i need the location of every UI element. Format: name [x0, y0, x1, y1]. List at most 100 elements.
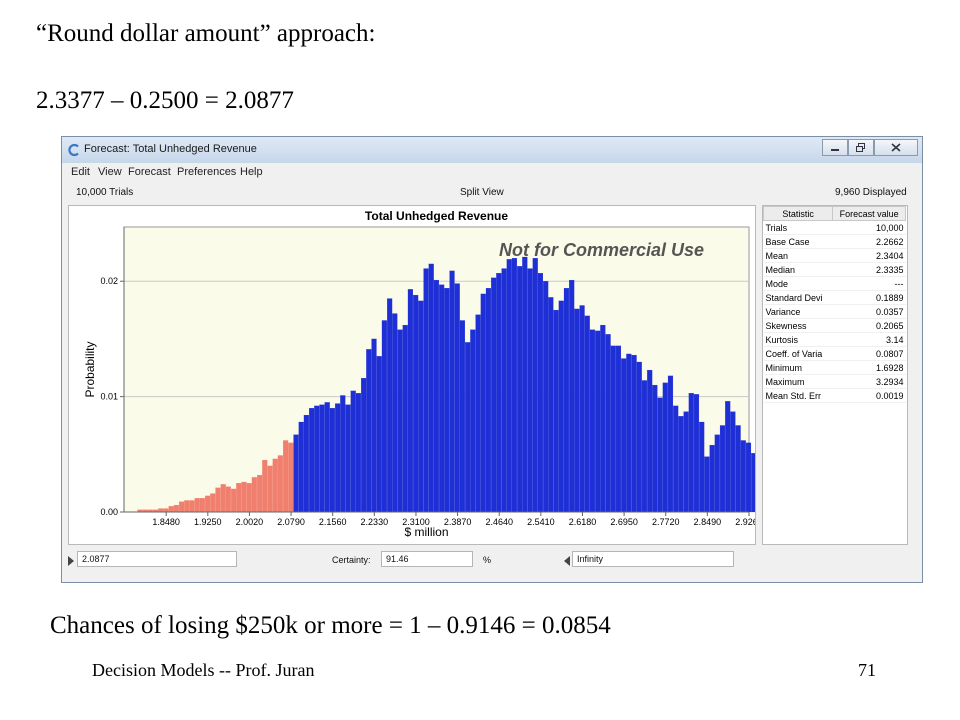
histogram-bar	[402, 324, 408, 513]
histogram-bar	[470, 329, 476, 513]
histogram-bar	[475, 314, 481, 513]
statistic-row: Median 2.3335	[763, 262, 906, 277]
histogram-bar	[439, 284, 445, 513]
statistic-row: Coeff. of Varia 0.0807	[763, 346, 906, 361]
minimize-button[interactable]	[822, 139, 848, 156]
menu-preferences[interactable]: Preferences	[177, 166, 237, 178]
histogram-bar	[579, 305, 585, 513]
menu-edit[interactable]: Edit	[71, 166, 90, 178]
certainty-input[interactable]: 91.46	[381, 551, 473, 567]
statistic-row: Minimum 1.6928	[763, 360, 906, 375]
histogram-bar	[324, 402, 330, 513]
histogram-bar	[719, 425, 726, 513]
histogram-bar	[433, 279, 439, 513]
histogram-bar	[355, 393, 361, 513]
histogram-bar	[662, 382, 668, 513]
histogram-bar	[262, 459, 268, 513]
y-axis-label: Probability	[83, 341, 97, 397]
upper-bound-input[interactable]: Infinity	[572, 551, 734, 567]
histogram-bar	[392, 313, 398, 513]
maximize-button[interactable]	[848, 139, 874, 156]
histogram-bar	[709, 444, 715, 513]
histogram-bar	[735, 425, 741, 513]
statistic-value: 10,000	[832, 220, 906, 235]
x-tick-label: 1.8480	[152, 517, 180, 527]
x-axis-label: $ million	[404, 525, 448, 539]
histogram-bar	[491, 277, 497, 513]
close-button[interactable]	[874, 139, 918, 156]
statistic-label: Standard Devi	[763, 290, 833, 305]
histogram-bar	[699, 421, 705, 513]
histogram-bar	[501, 268, 507, 513]
histogram-bar	[449, 270, 455, 513]
histogram-bar	[548, 297, 554, 513]
histogram-bar	[647, 369, 653, 513]
statistic-label: Coeff. of Varia	[763, 346, 833, 361]
x-tick-label: 2.0790	[277, 517, 305, 527]
statistic-label: Mode	[763, 276, 833, 291]
histogram-bar	[751, 453, 755, 513]
histogram-bar	[184, 500, 190, 513]
histogram-bar	[595, 330, 601, 513]
statistic-row: Kurtosis 3.14	[763, 332, 906, 347]
statistic-label: Skewness	[763, 318, 833, 333]
histogram-bar	[745, 442, 752, 513]
histogram-bar	[350, 390, 356, 513]
histogram-bar	[168, 506, 174, 513]
histogram-bar	[589, 329, 596, 513]
x-tick-label: 2.9260	[735, 517, 755, 527]
minimize-icon	[831, 148, 839, 151]
y-tick-label: 0.01	[100, 392, 118, 402]
histogram-bar	[173, 504, 179, 513]
histogram-bar	[194, 498, 200, 513]
x-tick-label: 2.4640	[485, 517, 513, 527]
x-tick-label: 2.6180	[569, 517, 597, 527]
histogram-bar	[600, 324, 606, 513]
left-grabber-icon[interactable]	[68, 556, 74, 566]
histogram-bar	[387, 298, 393, 513]
displayed-count: 9,960 Displayed	[835, 187, 907, 198]
column-header-statistic[interactable]: Statistic	[762, 206, 834, 221]
column-header-forecast-value[interactable]: Forecast value	[832, 206, 906, 221]
histogram-bar	[340, 395, 346, 513]
histogram-bar	[413, 294, 419, 513]
menu-help[interactable]: Help	[240, 166, 263, 178]
right-grabber-icon[interactable]	[564, 556, 570, 566]
y-tick-label: 0.02	[100, 276, 118, 286]
histogram-bar	[329, 408, 335, 513]
histogram-bar	[361, 378, 367, 513]
menu-forecast[interactable]: Forecast	[128, 166, 171, 178]
histogram-bar	[688, 393, 694, 513]
statistic-value: 2.3335	[832, 262, 906, 277]
histogram-bar	[257, 474, 263, 513]
histogram-bar	[225, 486, 231, 513]
histogram-bar	[543, 281, 549, 513]
histogram-bar	[210, 493, 216, 513]
certainty-controls: 2.0877 Certainty: 91.46 % Infinity	[62, 549, 922, 575]
histogram-bar	[303, 414, 309, 513]
histogram-bar	[215, 487, 221, 513]
histogram-bar	[407, 289, 413, 513]
statistic-row: Variance 0.0357	[763, 304, 906, 319]
histogram-bar	[272, 458, 278, 513]
lower-bound-input[interactable]: 2.0877	[77, 551, 237, 567]
window-title: Forecast: Total Unhedged Revenue	[84, 143, 257, 155]
statistic-label: Mean Std. Err	[763, 388, 833, 403]
slide-heading: “Round dollar amount” approach:	[36, 20, 376, 47]
x-tick-label: 2.1560	[319, 517, 347, 527]
histogram-bar	[397, 329, 403, 513]
trials-count: 10,000 Trials	[76, 187, 134, 198]
statistic-label: Base Case	[763, 234, 833, 249]
histogram-bar	[740, 440, 746, 513]
menu-view[interactable]: View	[98, 166, 122, 178]
statistic-row: Base Case 2.2662	[763, 234, 906, 249]
certainty-label: Certainty:	[332, 555, 371, 565]
histogram-bar	[179, 501, 185, 513]
histogram-bar	[231, 488, 237, 513]
forecast-window: Forecast: Total Unhedged Revenue Edit Vi…	[61, 136, 923, 583]
statistic-value: 0.1889	[832, 290, 906, 305]
statistic-label: Mean	[763, 248, 833, 263]
statistics-table: Statistic Forecast value Trials 10,000 Bas…	[762, 206, 906, 403]
conclusion-text: Chances of losing $250k or more = 1 – 0.…	[50, 612, 611, 639]
x-tick-label: 1.9250	[194, 517, 222, 527]
